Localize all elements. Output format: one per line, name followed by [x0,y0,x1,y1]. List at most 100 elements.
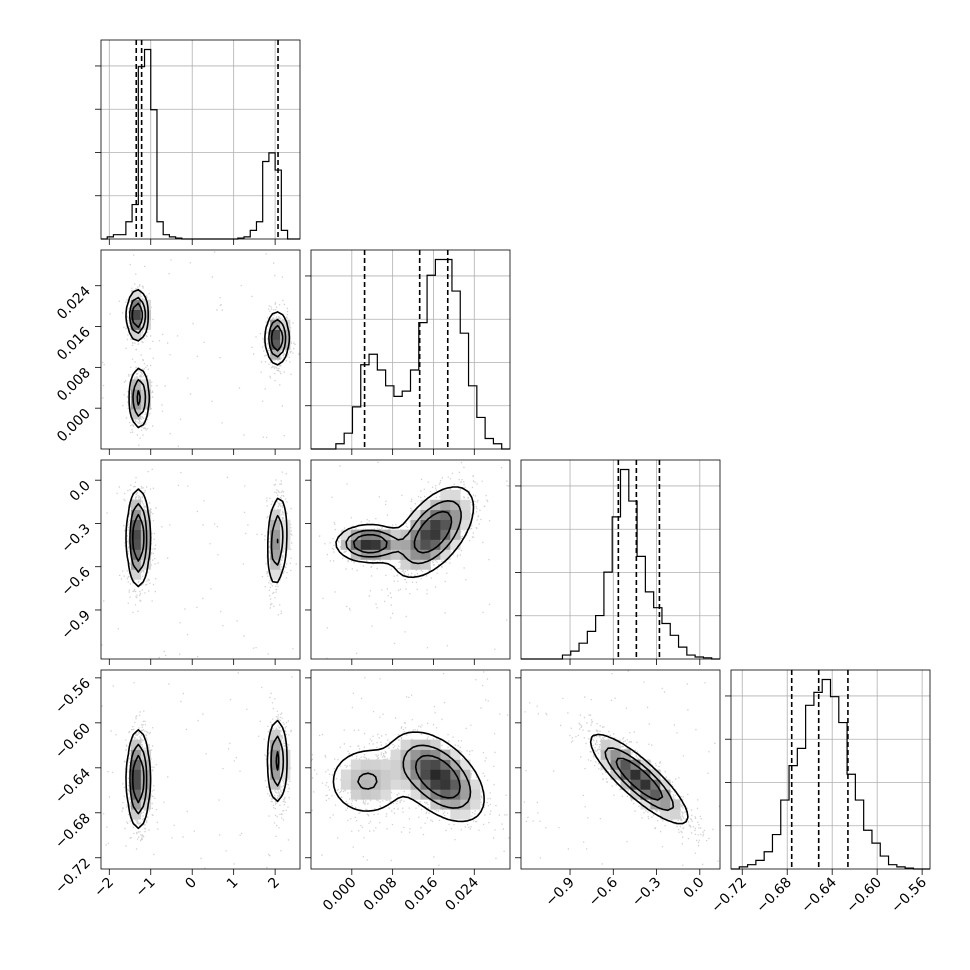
density-cell [450,509,461,520]
density-cell [400,539,411,550]
density-cell [360,539,371,550]
density-cell [410,749,421,760]
density-cell [130,499,142,511]
density-cell [130,389,142,400]
x-tick-label: −0.68 [753,875,795,917]
density-cell [610,769,621,780]
y-tick-label: 0.000 [54,406,94,446]
density-cell [460,809,471,820]
density-cell [410,779,421,790]
x-tick-label: −0.72 [708,875,750,917]
density-cell [270,519,281,530]
density-cell [390,529,401,540]
density-cell [450,539,461,550]
density-cell [430,549,441,560]
density-cell [600,739,611,750]
density-cell [460,499,471,511]
density-cell [630,779,641,790]
density-cell [630,769,641,780]
x-tick-label: −0.3 [629,875,664,910]
density-cell [270,509,281,520]
y-tick-label: −0.60 [52,720,94,762]
axes-frame [310,459,511,660]
panel-content [102,251,300,447]
density-cell [130,769,142,780]
panel-content [319,461,510,659]
pair-panel-0-2 [95,459,301,665]
density-cell [440,539,451,550]
density-cell [420,559,431,570]
density-cell [140,319,152,330]
density-cell [380,529,391,540]
x-tick-label: 2 [265,875,283,893]
contour-line [125,288,291,429]
density-cell [270,329,281,340]
contour-line [132,751,280,804]
density-cell [340,769,352,780]
axes-frame [730,669,931,870]
density-cell [410,549,421,560]
hist-panel-1 [305,249,511,455]
density-cell [440,499,451,511]
density-cell [430,519,441,530]
density-cell [410,769,421,780]
density-cell [130,399,142,410]
density-cell [270,529,281,540]
density-cell [130,309,142,320]
x-tick-label: 1 [224,875,242,893]
density-cell [460,509,471,520]
density-cell [360,549,371,560]
density-cell [430,539,441,550]
density-cell [370,789,381,800]
y-tick-label: −0.3 [58,521,93,556]
x-tick-label: 0 [182,875,200,893]
density-cell [620,749,631,760]
density-cell [130,539,142,550]
density-cell [130,529,142,540]
density-cell [380,779,391,790]
hist-panel-0 [95,39,301,245]
density-cell [620,759,631,770]
density-cell [270,729,281,740]
density-cell [270,539,281,550]
density-cell [140,299,152,310]
density-cell [620,769,631,780]
density-cell [130,559,142,570]
density-cell [280,529,291,540]
density-cell [270,559,281,570]
density-cell [130,749,142,760]
density-cell [400,759,411,770]
axes-frame [520,459,721,660]
density-cell [370,539,381,550]
density-cell [640,779,651,790]
axes-frame [100,459,301,660]
density-cell [430,529,441,540]
density-cell [270,319,281,330]
density-cell [440,789,451,800]
density-cell [610,749,621,760]
density-cell [130,809,142,820]
density-cell [370,549,381,560]
x-tick-label: 0.016 [402,874,442,914]
density-cell [430,749,441,760]
density-cell [420,509,431,520]
density-cell [420,769,431,780]
density-cell [390,549,401,560]
axes-frame [100,39,301,240]
density-cell [390,539,401,550]
density-cell [270,779,281,790]
y-tick-label: −0.6 [58,564,93,599]
density-cell [670,799,681,810]
density-cell [390,769,401,780]
contour-line [129,735,285,815]
y-tick-label: −0.68 [52,810,94,852]
density-cell [430,759,441,770]
density-cell [450,759,461,770]
density-cell [430,509,441,520]
density-cell [340,529,352,540]
density-cell [450,489,461,501]
density-cell [140,399,152,410]
pair-panel-0-1 [95,249,301,455]
density-cell [670,809,681,820]
